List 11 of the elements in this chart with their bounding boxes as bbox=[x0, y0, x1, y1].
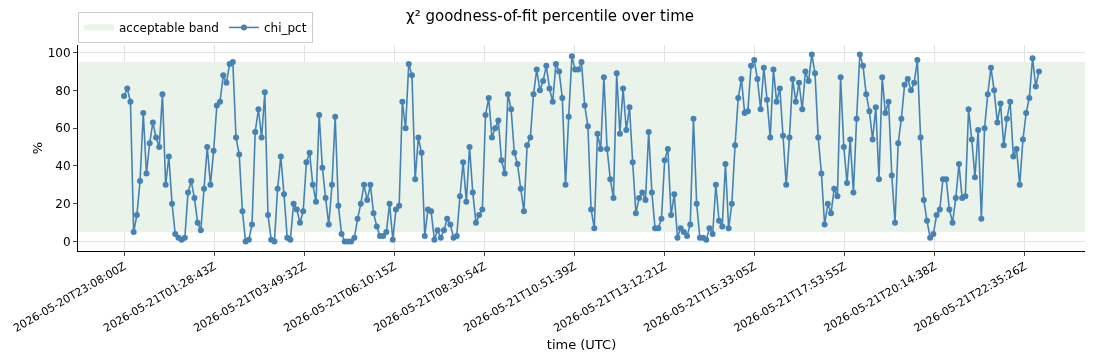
legend-label: chi_pct bbox=[263, 21, 307, 36]
y-tick-label: 40 bbox=[55, 159, 71, 174]
y-tick-label: 60 bbox=[55, 121, 71, 136]
y-tick-label: 20 bbox=[55, 196, 71, 211]
legend-label: acceptable band bbox=[119, 21, 219, 36]
x-axis-title: time (UTC) bbox=[546, 336, 617, 352]
chart-title: χ² goodness-of-fit percentile over time bbox=[406, 7, 694, 26]
y-tick-label: 100 bbox=[47, 45, 71, 60]
y-tick-label: 80 bbox=[55, 83, 71, 98]
y-axis-title: % bbox=[30, 141, 45, 155]
y-tick-label: 0 bbox=[62, 234, 71, 249]
